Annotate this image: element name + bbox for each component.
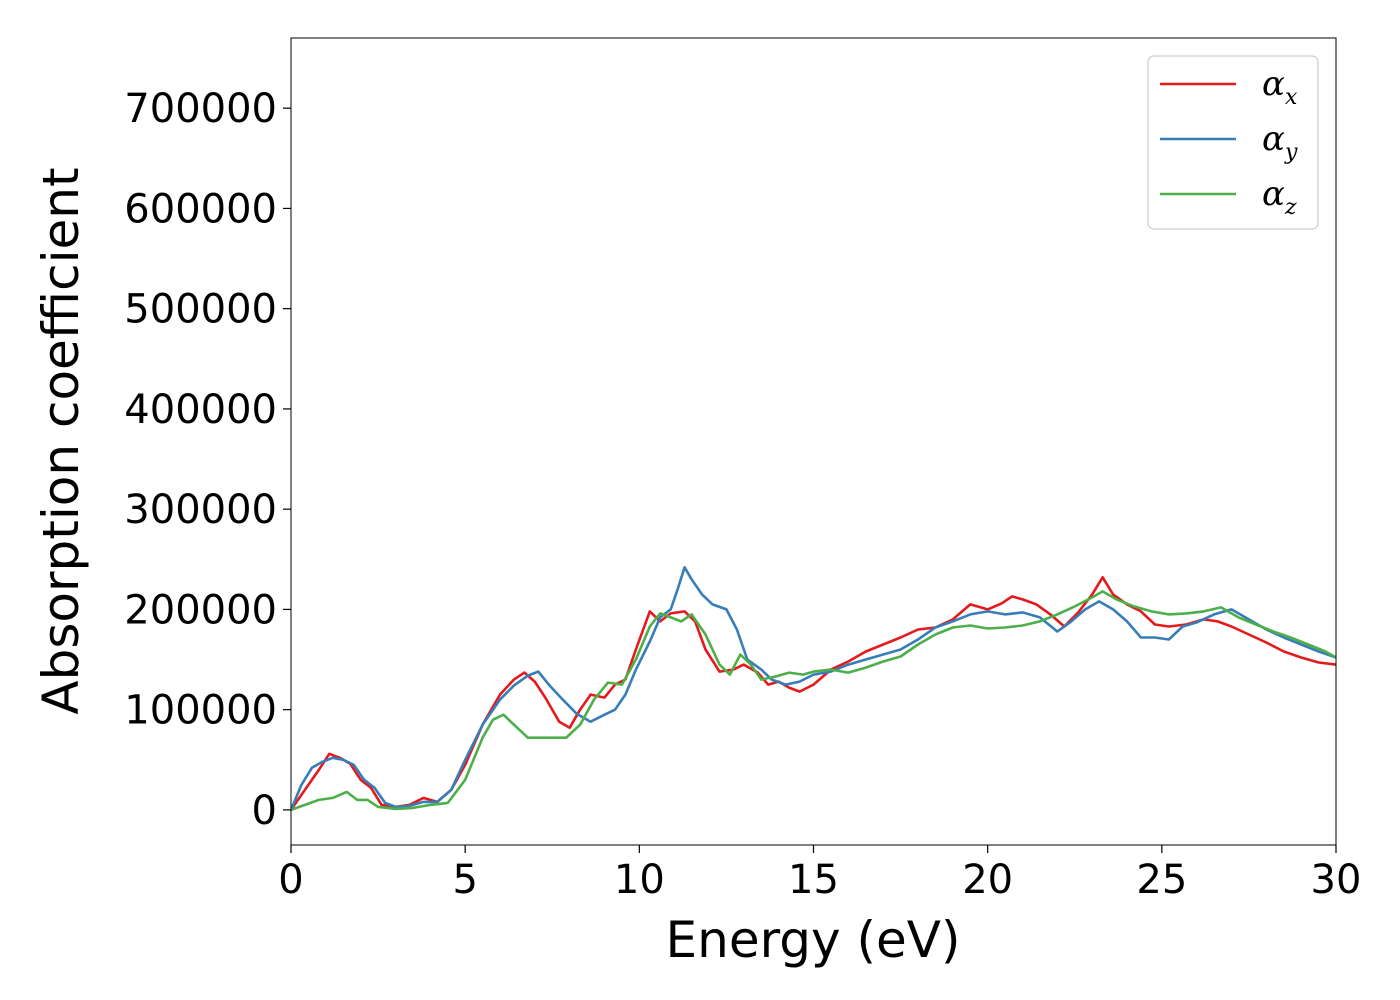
series-line-alpha-z [291,590,1336,812]
x-tick-label: 0 [278,857,303,903]
x-tick-label: 20 [962,857,1013,903]
y-tick-label: 500000 [124,287,277,333]
y-axis-ticks: 0 100000 200000 300000 400000 500000 600000 700… [124,86,291,834]
x-tick-label: 30 [1311,857,1362,903]
series-layer [291,566,1336,812]
x-tick-label: 5 [452,857,477,903]
x-tick-label: 15 [788,857,839,903]
series-line-alpha-x [291,576,1336,811]
y-tick-label: 200000 [124,587,277,633]
y-axis-label: Absorption coefficient [32,167,90,714]
legend-box [1147,55,1319,230]
y-tick-label: 100000 [124,688,277,734]
series-line-alpha-y [291,566,1336,811]
y-tick-label: 400000 [124,387,277,433]
x-axis-label: Energy (eV) [666,911,961,969]
y-tick-label: 700000 [124,86,277,132]
x-tick-label: 10 [614,857,665,903]
y-tick-label: 600000 [124,186,277,232]
x-tick-label: 25 [1136,857,1187,903]
y-tick-label: 300000 [124,487,277,533]
y-tick-label: 0 [252,788,277,834]
x-axis-ticks: 0 5 10 15 20 25 30 [278,845,1361,903]
